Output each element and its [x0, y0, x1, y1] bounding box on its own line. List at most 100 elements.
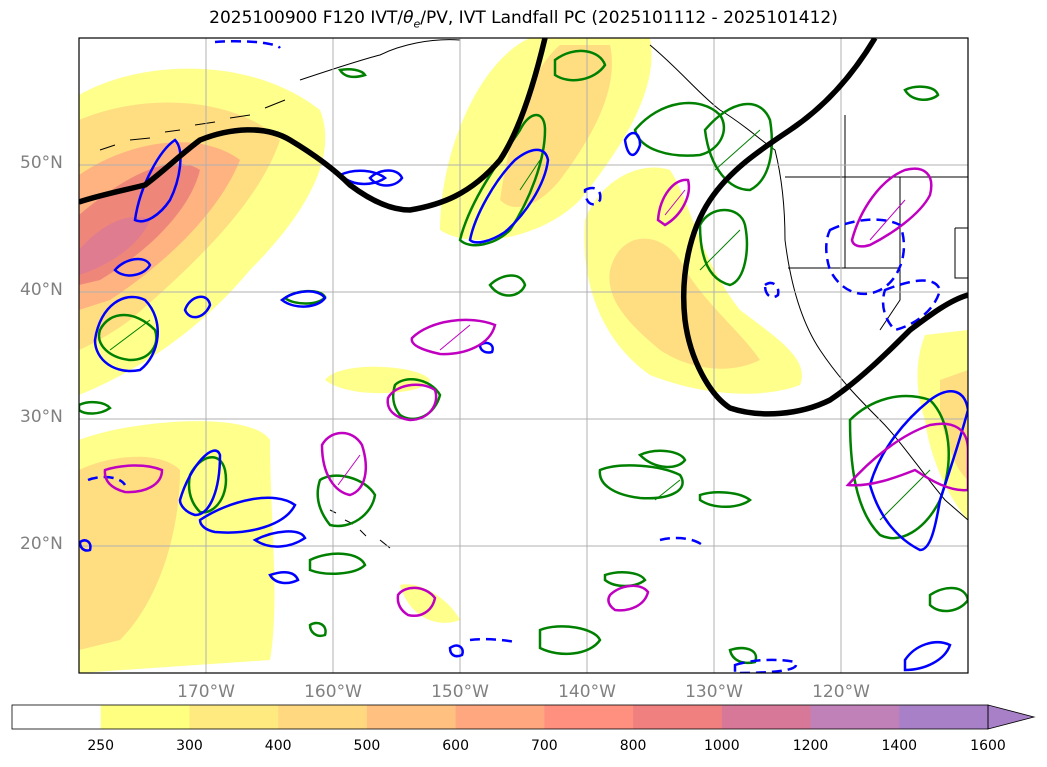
green-north-2 — [903, 85, 940, 101]
green-atl-2 — [337, 67, 367, 79]
title-main: 2025100900 F120 IVT/ — [209, 8, 404, 28]
pv-california — [868, 390, 968, 552]
lat-label-20: 20°N — [20, 534, 63, 554]
aleutian-islands — [99, 99, 286, 151]
colorbar-cell — [810, 705, 900, 729]
green-east-pacific — [698, 208, 749, 287]
lat-label-50: 50°N — [20, 153, 63, 173]
title-symbol: θ — [403, 8, 414, 28]
black-contour-east — [680, 38, 968, 417]
colorbar-cell — [455, 705, 545, 729]
colorbar-frame — [11, 704, 989, 730]
colorbar-cells — [12, 705, 989, 729]
magenta-hatch — [337, 189, 906, 486]
pv-east-dashed-2 — [881, 279, 942, 332]
green-hatch-1 — [109, 129, 931, 521]
green-south-5 — [308, 621, 327, 637]
ivt-fill-east-pacific — [584, 167, 802, 394]
pv-west-2 — [93, 295, 159, 373]
lat-label-40: 40°N — [20, 280, 63, 300]
colorbar-extend-arrow — [987, 704, 1036, 730]
magenta-west-na — [850, 167, 933, 248]
colorbar-tick-label: 1000 — [703, 738, 740, 754]
lon-label-130w: 130°W — [685, 682, 743, 702]
colorbar-cell — [633, 705, 723, 729]
state-border-4 — [954, 227, 968, 279]
lon-label-160w: 160°W — [304, 682, 362, 702]
green-coast-1 — [633, 101, 726, 157]
lon-label-120w: 120°W — [812, 682, 870, 702]
colorbar-tick-label: 1200 — [792, 738, 829, 754]
pv-mid-small — [478, 341, 494, 354]
green-atl-1 — [79, 400, 112, 415]
pv-west-1 — [113, 257, 152, 277]
colorbar-tick-label: 1400 — [881, 738, 918, 754]
colorbar-cell — [100, 705, 190, 729]
pv-south-2 — [469, 637, 516, 644]
lon-label-150w: 150°W — [431, 682, 489, 702]
colorbar-cell — [189, 705, 279, 729]
green-subtropical-3 — [698, 491, 753, 508]
lat-label-30: 30°N — [20, 407, 63, 427]
pv-south-4 — [659, 536, 707, 549]
colorbar-tick-label: 250 — [87, 738, 115, 754]
colorbar-tick-label: 600 — [442, 738, 469, 754]
na-coastline — [649, 44, 968, 521]
colorbar-cell — [899, 705, 989, 729]
lon-label-140w: 140°W — [558, 682, 616, 702]
ivt-fill-ar-west-max — [79, 216, 150, 275]
pv-hawaii-1 — [178, 449, 222, 517]
colorbar-tick-label: 700 — [530, 738, 558, 754]
pv-mid-1 — [279, 290, 327, 308]
green-south-1 — [308, 552, 367, 575]
magenta-mid-1 — [386, 383, 438, 422]
alaska-coastline — [299, 39, 461, 81]
map-panel — [78, 37, 969, 674]
colorbar-tick-label: 400 — [264, 738, 292, 754]
colorbar-cell — [12, 705, 102, 729]
pv-hawaii-3 — [252, 530, 307, 548]
black-contour-west — [79, 38, 548, 213]
gridlines — [79, 38, 968, 673]
pv-far-west-2 — [87, 475, 127, 486]
magenta-west-1 — [103, 464, 164, 494]
pv-gulf-alaska — [468, 148, 550, 244]
pv-north-3 — [623, 131, 642, 157]
colorbar-tick-label: 1600 — [970, 738, 1006, 754]
colorbar-cell — [278, 705, 368, 729]
green-south-2 — [538, 625, 602, 655]
pv-east-dashed-4 — [583, 186, 602, 206]
pv-west-3 — [183, 295, 212, 319]
theta-e-contours — [79, 49, 968, 665]
colorbar-tick-label: 500 — [353, 738, 381, 754]
magenta-central — [410, 318, 497, 356]
green-subtropical-2 — [637, 449, 687, 469]
colorbar-cell — [366, 705, 457, 729]
green-hawaii-1 — [187, 456, 228, 514]
lon-label-170w: 170°W — [177, 682, 235, 702]
pv-hawaii-4 — [268, 571, 300, 585]
green-hawaii-2 — [316, 474, 377, 528]
title-subscript: e — [413, 17, 421, 31]
pv-east-dashed-1 — [825, 218, 906, 296]
green-subtropical-1 — [598, 464, 684, 500]
pv-north-1 — [337, 169, 388, 186]
colorbar-cell — [721, 705, 812, 729]
ivt-fill-hawaii-2 — [79, 456, 180, 650]
coastlines — [99, 39, 968, 549]
green-north-1 — [553, 49, 607, 82]
ivt-fill-south — [400, 584, 460, 623]
magenta-south — [396, 586, 437, 617]
pv-north-dashed — [214, 40, 281, 50]
pv-far-west-1 — [79, 539, 92, 552]
green-mid-1 — [488, 274, 527, 297]
magenta-east-pacific — [656, 178, 691, 227]
landfall-contour — [79, 38, 968, 417]
green-coast-2 — [703, 102, 774, 192]
green-west-1 — [97, 313, 158, 362]
ivt-fill-gulf-alaska-2 — [500, 45, 612, 208]
map-title: 2025100900 F120 IVT/θe/PV, IVT Landfall … — [0, 8, 1047, 30]
pv-south-1 — [903, 641, 952, 672]
pv-south-3 — [448, 644, 464, 658]
pv-hawaii-2 — [198, 496, 297, 534]
